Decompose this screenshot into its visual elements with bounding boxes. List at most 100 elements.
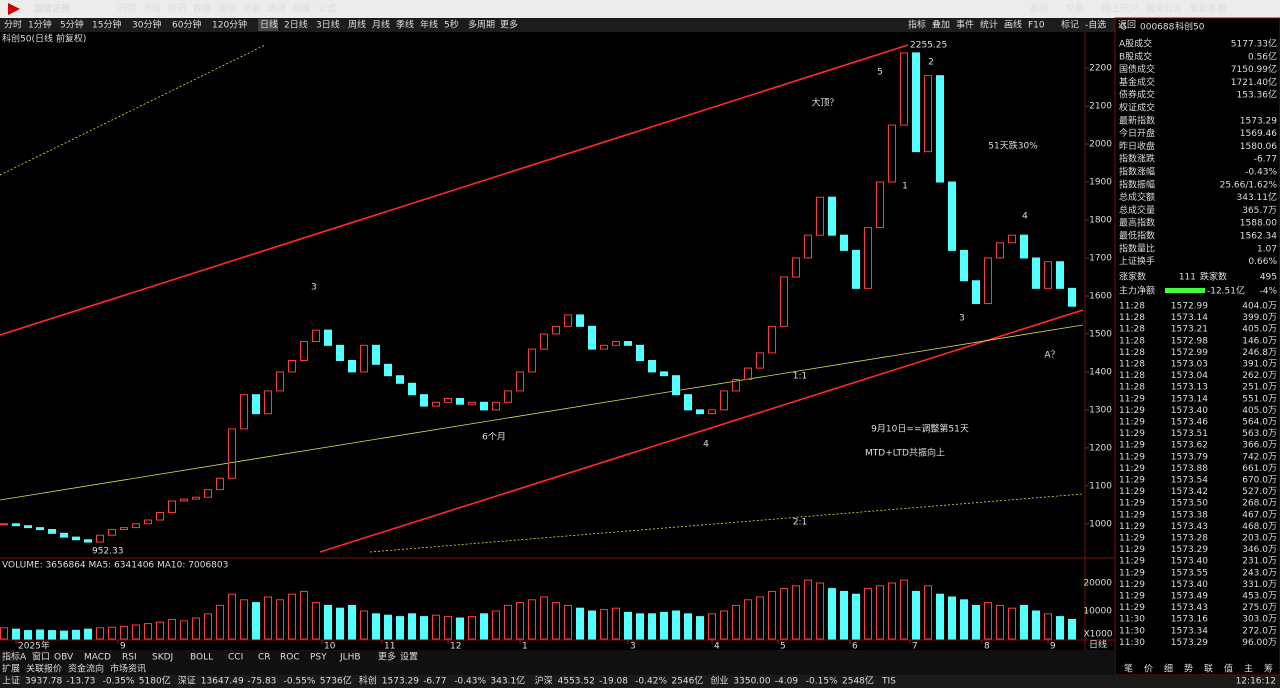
tick-time: 11:29: [1119, 429, 1145, 439]
status-bar: [0, 675, 1280, 688]
status-amount: 2548亿: [842, 675, 874, 687]
indicator-tab[interactable]: SKDJ: [152, 653, 173, 663]
indicator-tab[interactable]: CR: [258, 653, 271, 663]
panel-tab[interactable]: 笔: [1124, 663, 1133, 675]
period-tab[interactable]: 季线: [396, 19, 414, 31]
info-tab[interactable]: 市场资讯: [110, 663, 146, 675]
menu-item[interactable]: 交易: [1066, 3, 1084, 15]
tool-button[interactable]: 事件: [956, 19, 974, 31]
tick-time: 11:28: [1119, 371, 1145, 381]
period-tab[interactable]: 月线: [372, 19, 390, 31]
indicator-tab[interactable]: RSI: [122, 653, 137, 663]
panel-tab[interactable]: 细: [1164, 663, 1173, 675]
x-tick-label: 10: [324, 642, 336, 652]
tool-button[interactable]: F10: [1028, 21, 1045, 31]
period-tab[interactable]: 周线: [348, 19, 366, 31]
menu-item[interactable]: 功能: [243, 3, 261, 15]
period-tab[interactable]: 2日线: [284, 19, 308, 31]
status-change: -6.77: [423, 677, 446, 687]
volume-bar: [972, 604, 980, 640]
x-tick-label: 12: [450, 642, 461, 652]
high-label: 2255.25: [910, 40, 947, 50]
indicator-tab[interactable]: CCI: [228, 653, 243, 663]
tool-button[interactable]: 叠加: [932, 20, 950, 31]
info-tab[interactable]: 关联报价: [26, 663, 62, 675]
volume-bar: [816, 582, 824, 640]
indicator-tab[interactable]: BOLL: [190, 653, 213, 663]
candle: [456, 397, 464, 405]
tick-time: 11:30: [1119, 626, 1145, 636]
menu-item[interactable]: 发现: [218, 3, 236, 15]
quote-label: 基金成交: [1119, 76, 1155, 88]
panel-tab[interactable]: 筹: [1264, 663, 1273, 675]
tool-button[interactable]: 标记: [1061, 19, 1079, 31]
volume-bar: [960, 599, 968, 640]
volume-bar: [1032, 610, 1040, 640]
candle: [840, 234, 848, 251]
menu-item[interactable]: 行情: [118, 3, 136, 15]
tool-button[interactable]: -自选: [1085, 19, 1106, 31]
panel-tab[interactable]: 主: [1244, 663, 1253, 675]
period-tab[interactable]: 多周期: [468, 19, 495, 31]
period-tab[interactable]: 15分钟: [92, 19, 121, 31]
quote-label: 总成交额: [1119, 191, 1155, 203]
volume-bar: [564, 604, 572, 640]
indicator-tab[interactable]: ROC: [280, 653, 300, 663]
indicator-tab[interactable]: JLHB: [339, 653, 361, 663]
period-tab[interactable]: 60分钟: [172, 19, 201, 31]
tick-time: 11:28: [1119, 383, 1145, 393]
menu-item[interactable]: 鑫网: [1030, 3, 1048, 15]
menu-item[interactable]: 公式: [318, 3, 336, 15]
candle: [156, 511, 164, 521]
tick-volume: 742.0万: [1242, 452, 1277, 462]
quote-value: 1569.46: [1240, 129, 1277, 139]
panel-tab[interactable]: 势: [1184, 663, 1193, 675]
indicator-tab[interactable]: MACD: [84, 653, 111, 663]
indicator-tab[interactable]: OBV: [54, 653, 74, 663]
indicator-tab[interactable]: 窗口: [32, 651, 50, 663]
indicator-tab[interactable]: 更多: [378, 651, 396, 663]
candle: [936, 75, 944, 183]
menu-item[interactable]: 资讯: [168, 4, 186, 15]
period-tab[interactable]: 年线: [420, 19, 438, 31]
period-tab[interactable]: 分时: [4, 19, 22, 31]
menu-item[interactable]: 版面: [293, 3, 311, 15]
panel-tab[interactable]: 价: [1144, 664, 1153, 675]
info-tab[interactable]: 资金流向: [68, 663, 104, 675]
tool-button[interactable]: 返回: [1118, 19, 1136, 31]
indicator-tab[interactable]: PSY: [310, 653, 327, 663]
panel-tab[interactable]: 值: [1224, 663, 1233, 675]
candle: [552, 325, 560, 335]
tool-button[interactable]: 指标: [908, 19, 926, 31]
panel-tab[interactable]: 联: [1204, 664, 1213, 675]
period-tab[interactable]: 30分钟: [132, 19, 161, 31]
period-tab[interactable]: 5分钟: [60, 19, 84, 31]
indicator-tab[interactable]: 设置: [400, 652, 418, 663]
period-tab[interactable]: 120分钟: [212, 19, 247, 31]
tick-price: 1573.13: [1171, 383, 1208, 393]
menu-item[interactable]: 网上开户: [1102, 3, 1138, 15]
period-tab[interactable]: 3日线: [316, 19, 340, 31]
info-tab[interactable]: 扩展: [2, 663, 20, 675]
tick-time: 11:30: [1119, 615, 1145, 625]
candle: [600, 344, 608, 350]
menu-item[interactable]: 市场: [143, 3, 161, 15]
annotation: 大顶？: [811, 97, 838, 109]
tool-button[interactable]: 统计: [980, 19, 998, 31]
menu-item[interactable]: 服务公告: [1146, 3, 1182, 15]
period-tab[interactable]: 1分钟: [28, 19, 52, 31]
tick-volume: 405.0万: [1242, 406, 1277, 416]
menu-item[interactable]: 智能客服: [1190, 3, 1226, 15]
menu-item[interactable]: 数据: [193, 3, 211, 15]
volume-bar: [444, 616, 452, 640]
x-tick-label: 7: [912, 642, 918, 652]
tool-button[interactable]: 画线: [1004, 19, 1022, 31]
candle: [204, 489, 212, 498]
volume-bar: [360, 610, 368, 640]
period-tab[interactable]: 5秒: [444, 19, 459, 31]
period-tab[interactable]: 更多: [500, 19, 518, 31]
indicator-tab[interactable]: 指标A: [2, 651, 27, 663]
candle: [1056, 261, 1064, 289]
menu-item[interactable]: 选项: [268, 3, 286, 15]
period-tab[interactable]: 日线: [260, 19, 278, 31]
